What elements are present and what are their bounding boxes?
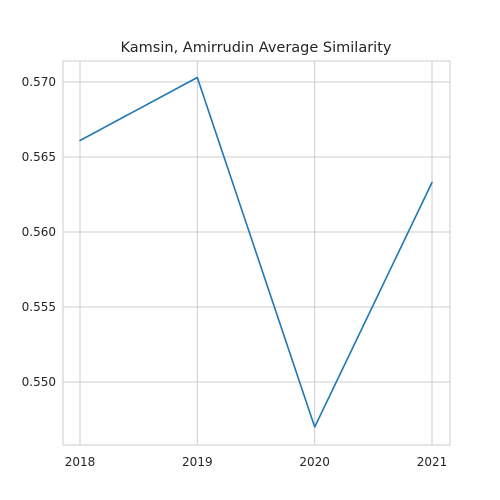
y-tick-label: 0.560 — [22, 225, 56, 239]
y-tick-label: 0.555 — [22, 300, 56, 314]
x-tick-label: 2018 — [65, 455, 96, 469]
series-line — [79, 76, 433, 428]
y-axis-ticks: 0.550 0.555 0.560 0.565 0.570 — [22, 75, 56, 389]
y-tick-label: 0.565 — [22, 150, 56, 164]
plot-frame — [62, 60, 451, 446]
series-layer — [79, 76, 433, 428]
y-tick-label: 0.550 — [22, 375, 56, 389]
chart-title: Kamsin, Amirrudin Average Similarity — [121, 40, 392, 56]
grid — [63, 61, 450, 445]
x-tick-label: 2019 — [182, 455, 213, 469]
y-tick-label: 0.570 — [22, 75, 56, 89]
x-axis-ticks: 2018 2019 2020 2021 — [65, 455, 448, 469]
x-tick-label: 2020 — [299, 455, 330, 469]
x-tick-label: 2021 — [417, 455, 448, 469]
